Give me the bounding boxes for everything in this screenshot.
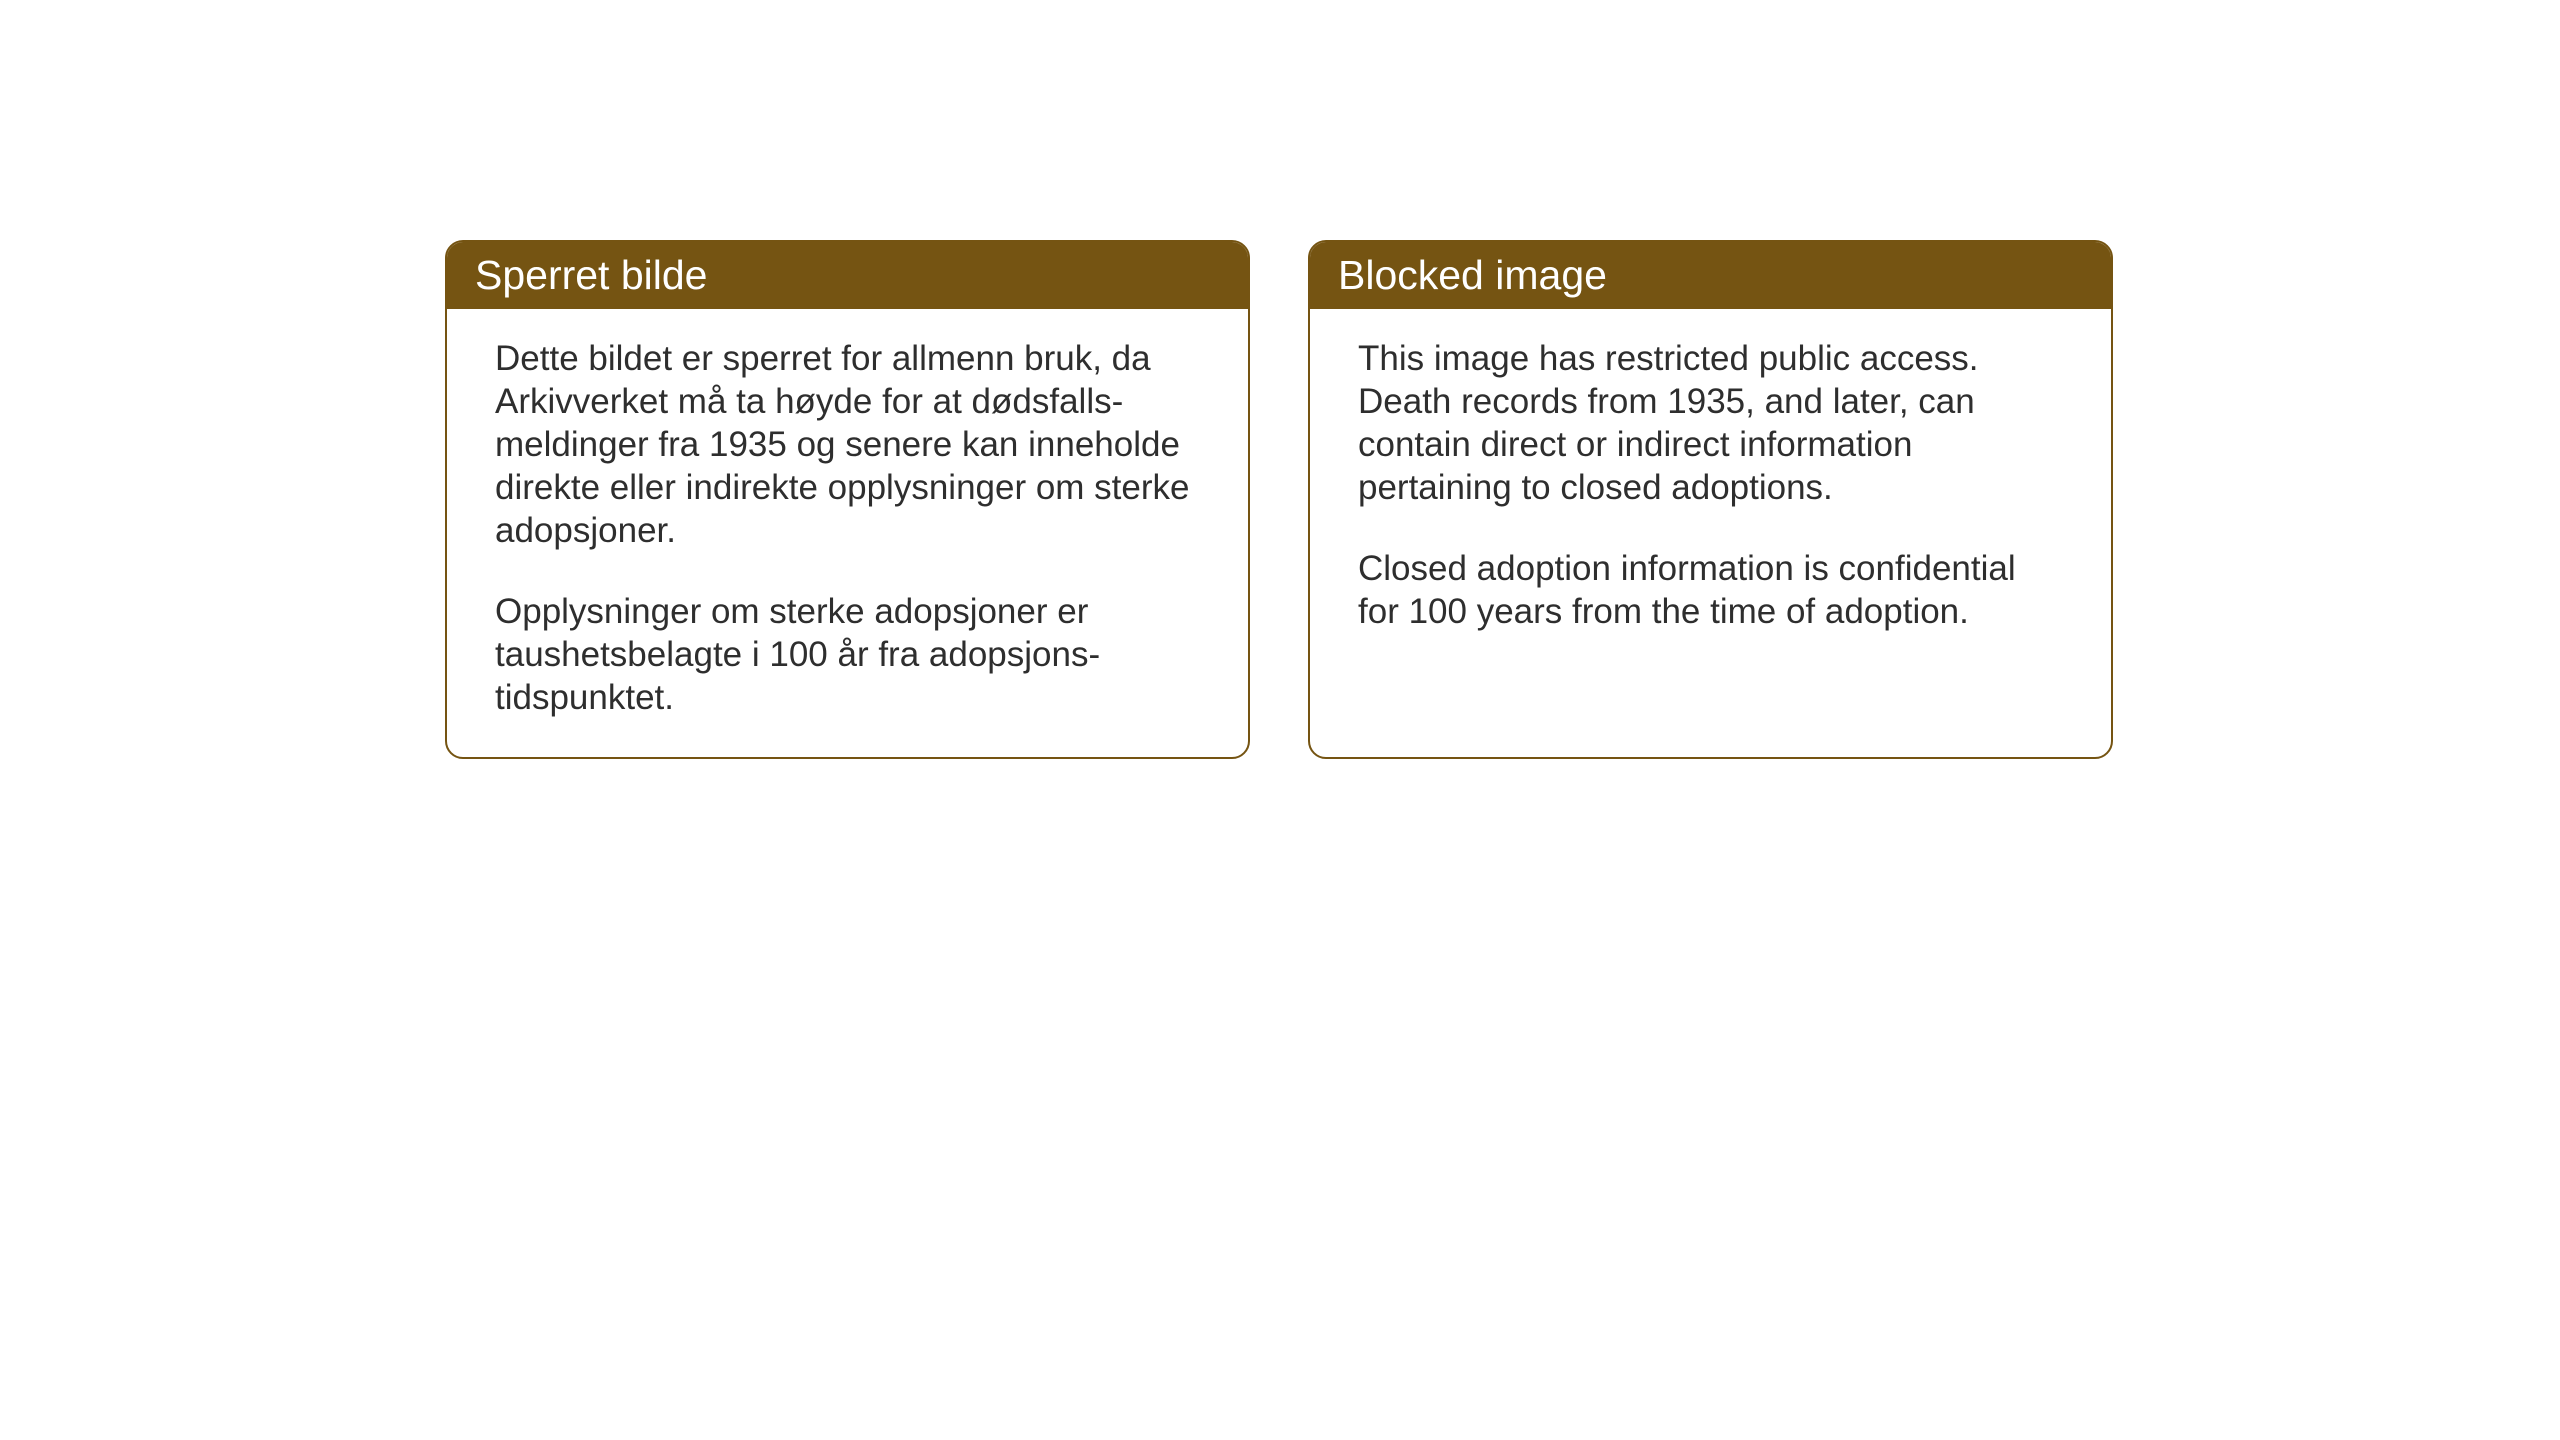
notice-container: Sperret bilde Dette bildet er sperret fo… xyxy=(445,240,2113,759)
notice-paragraph-1-norwegian: Dette bildet er sperret for allmenn bruk… xyxy=(495,337,1200,552)
notice-card-norwegian: Sperret bilde Dette bildet er sperret fo… xyxy=(445,240,1250,759)
notice-card-english: Blocked image This image has restricted … xyxy=(1308,240,2113,759)
notice-paragraph-2-norwegian: Opplysninger om sterke adopsjoner er tau… xyxy=(495,590,1200,719)
card-body-norwegian: Dette bildet er sperret for allmenn bruk… xyxy=(447,309,1248,757)
card-header-english: Blocked image xyxy=(1310,242,2111,309)
notice-paragraph-2-english: Closed adoption information is confident… xyxy=(1358,547,2063,633)
notice-paragraph-1-english: This image has restricted public access.… xyxy=(1358,337,2063,509)
card-header-norwegian: Sperret bilde xyxy=(447,242,1248,309)
card-body-english: This image has restricted public access.… xyxy=(1310,309,2111,671)
